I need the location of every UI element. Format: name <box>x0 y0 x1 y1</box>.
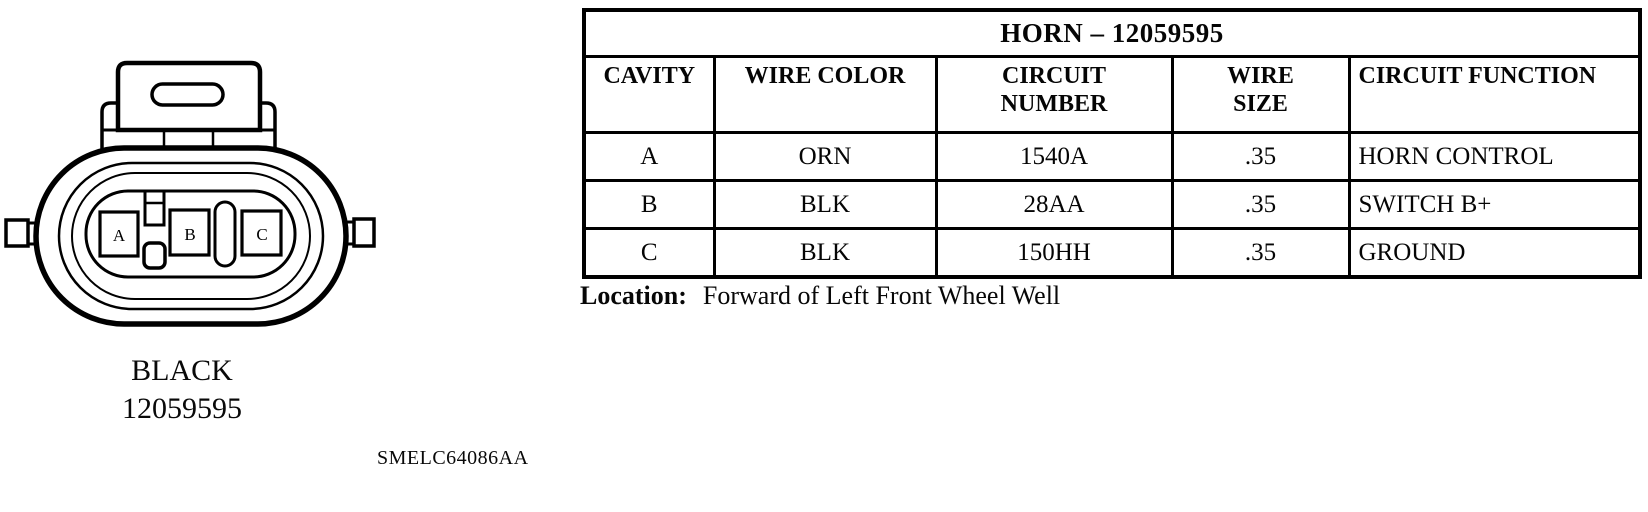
cavity-a-label: A <box>113 226 126 245</box>
cell-circuit-number: 150HH <box>934 227 1174 279</box>
cell-circuit-function: SWITCH B+ <box>1347 179 1642 230</box>
cavity-c-box <box>240 209 283 257</box>
cavity-area <box>84 189 297 279</box>
connector-diagram: A B C <box>4 60 376 327</box>
cavity-b-label: B <box>184 225 195 244</box>
pinout-table: HORN – 12059595 CAVITY WIRE COLOR CIRCUI… <box>582 8 1643 279</box>
header-wire-color: WIRE COLOR <box>712 55 938 134</box>
table-title: HORN – 12059595 <box>582 8 1642 58</box>
cavity-c-label: C <box>256 225 267 244</box>
cell-wire-color: BLK <box>712 227 938 279</box>
cell-wire-color: ORN <box>712 131 938 182</box>
table-row: A ORN 1540A .35 HORN CONTROL <box>582 131 1642 182</box>
location-value: Forward of Left Front Wheel Well <box>702 281 1061 310</box>
cell-wire-color: BLK <box>712 179 938 230</box>
connector-part-number: 12059595 <box>122 392 242 425</box>
body-ring-3 <box>71 172 311 300</box>
cell-cavity: A <box>582 131 716 182</box>
table-title-row: HORN – 12059595 <box>582 8 1642 58</box>
key-tab-top <box>143 189 166 227</box>
header-wire-size: WIRE SIZE <box>1170 55 1351 134</box>
latch-slot <box>150 82 225 107</box>
location-label: Location: <box>580 281 687 310</box>
body-ring-2 <box>57 161 325 311</box>
key-slot-center <box>213 200 237 268</box>
cell-circuit-number: 28AA <box>934 179 1174 230</box>
cell-cavity: B <box>582 179 716 230</box>
cell-wire-size: .35 <box>1170 227 1351 279</box>
connector-caption: BLACK 12059595 <box>82 352 282 428</box>
table-header-row: CAVITY WIRE COLOR CIRCUIT NUMBER WIRE SI… <box>582 55 1642 134</box>
cavity-a-box <box>98 210 140 258</box>
header-circuit-number: CIRCUIT NUMBER <box>934 55 1174 134</box>
cell-circuit-function: GROUND <box>1347 227 1642 279</box>
location-line: Location: Forward of Left Front Wheel Wel… <box>580 281 1060 311</box>
cell-circuit-number: 1540A <box>934 131 1174 182</box>
cell-wire-size: .35 <box>1170 179 1351 230</box>
key-tab-bottom <box>142 241 167 270</box>
figure-code: SMELC64086AA <box>377 447 529 469</box>
header-cavity: CAVITY <box>582 55 716 134</box>
table-row: B BLK 28AA .35 SWITCH B+ <box>582 179 1642 230</box>
cell-circuit-function: HORN CONTROL <box>1347 131 1642 182</box>
cavity-b-box <box>168 208 211 257</box>
table-row: C BLK 150HH .35 GROUND <box>582 227 1642 279</box>
cell-wire-size: .35 <box>1170 131 1351 182</box>
cell-cavity: C <box>582 227 716 279</box>
connector-color-label: BLACK <box>131 354 233 387</box>
header-circuit-function: CIRCUIT FUNCTION <box>1347 55 1642 134</box>
